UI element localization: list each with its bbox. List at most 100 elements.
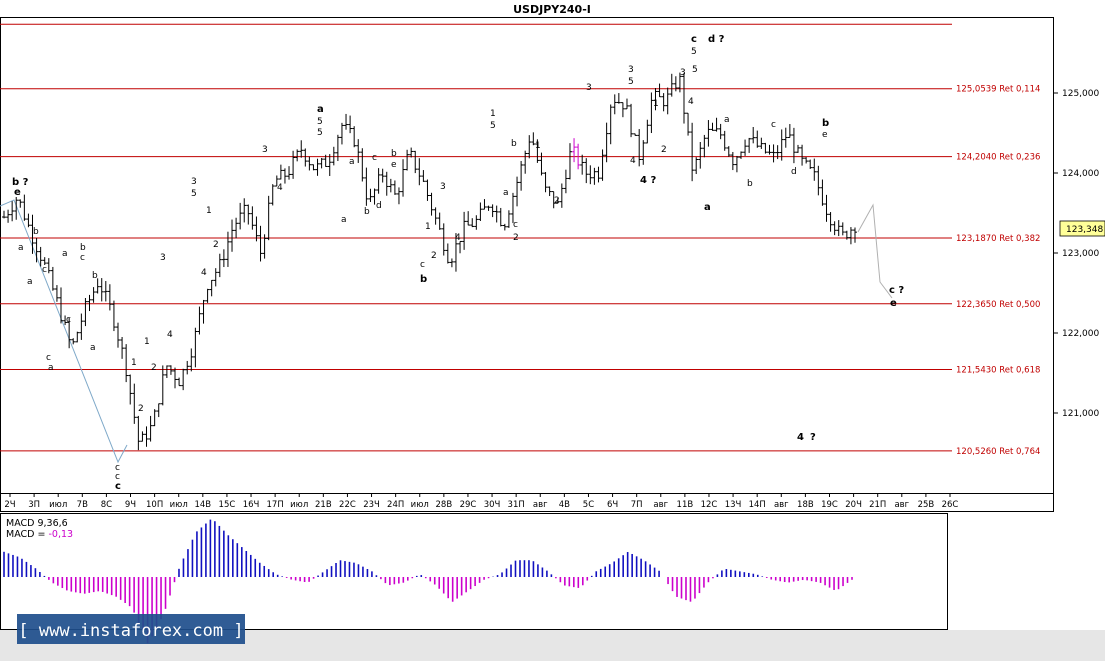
wave-label: 3 [160,253,166,263]
wave-label: 1 [490,109,496,119]
wave-label: b [391,149,397,159]
x-tick-label: июл [170,500,188,510]
wave-label: a [349,157,355,167]
wave-label: c [66,315,71,325]
x-tick-label: 16Ч [243,500,260,510]
fib-label: 123,1870 Ret 0,382 [956,234,1040,244]
wave-label: 1 [653,99,659,109]
wave-label: a [62,249,68,259]
current-price-label: 123,348 [1066,225,1103,235]
wave-label: 4 [167,330,173,340]
wave-label: c [80,253,85,263]
wave-connector-line [0,199,128,464]
wave-label: 2 [151,363,157,373]
wave-label: 5 [691,47,697,57]
wave-label: 5 [692,65,698,75]
wave-label: 4 [455,233,461,243]
wave-label: 5 [490,121,496,131]
wave-label: c ? [889,285,904,296]
wave-label: 2 [554,196,560,206]
x-tick-label: 9Ч [125,500,136,510]
fibonacci-levels: 125,0539 Ret 0,114 124,2040 Ret 0,236 123,… [0,23,1040,457]
wave-label: b [80,243,86,253]
fib-label: 122,3650 Ret 0,500 [956,300,1040,310]
wave-label: 4 [201,268,207,278]
x-tick-label: 12С [701,500,718,510]
x-tick-label: 31П [508,500,525,510]
x-axis-strip [0,493,1054,512]
time-axis: 2Ч 3П июл 7В 8С 9Ч 10П июл 14В 15С 16Ч 17П июл 21В 22С… [4,493,958,510]
x-tick-label: 5С [583,500,594,510]
wave-label: d [791,167,797,177]
x-tick-label: 2Ч [4,500,15,510]
price-bars [2,72,857,451]
y-tick-label: 124,000 [1062,169,1099,179]
wave-label: e [14,187,21,198]
wave-label: c [46,353,51,363]
x-tick-label: 15С [219,500,236,510]
wave-label: a [317,104,324,115]
x-tick-label: 23Ч [363,500,380,510]
wave-label: 5 [191,189,197,199]
x-tick-label: авг [774,500,789,510]
x-tick-label: 29С [460,500,477,510]
wave-label: a [503,188,509,198]
y-tick-label: 123,000 [1062,249,1099,259]
forecast-path [0,199,893,464]
x-tick-label: 14В [194,500,211,510]
wave-label: c [115,481,121,492]
wave-label: c [372,153,377,163]
wave-label: d ? [708,34,725,45]
x-tick-label: 21В [315,500,332,510]
wave-label: b ? [12,177,29,188]
x-tick-label: 8С [101,500,112,510]
wave-label: a [704,202,711,213]
wave-label: e [822,130,828,140]
x-tick-label: 6Ч [607,500,618,510]
wave-label: a [341,215,347,225]
wave-label: 3 [262,145,268,155]
wave-label: 1 [206,206,212,216]
wave-label: 2 [138,404,144,414]
x-tick-label: 13Ч [725,500,742,510]
forecast-line [857,203,893,299]
x-tick-label: 22С [339,500,356,510]
wave-label: b [747,179,753,189]
chart-title: USDJPY240-I [513,3,591,16]
wave-label: b [33,227,39,237]
wave-label: 5 [317,128,323,138]
wave-label: 1 [535,141,541,151]
wave-label: b [92,271,98,281]
wave-label: 2 [213,240,219,250]
wave-label: c [420,260,425,270]
x-tick-label: 18В [797,500,814,510]
wave-label: 3 [586,83,592,93]
wave-label: c [513,220,518,230]
wave-label: c [691,34,697,45]
x-tick-label: 17П [267,500,284,510]
y-tick-label: 125,000 [1062,89,1099,99]
x-tick-label: 7П [631,500,643,510]
wave-label: 3 [680,68,686,78]
wave-label: a [724,115,730,125]
x-tick-label: 14П [749,500,766,510]
wave-label: a [48,363,54,373]
wave-label: 3 [191,177,197,187]
macd-value: -0,13 [48,529,73,540]
wave-label: b [420,274,427,285]
wave-label: a [27,277,33,287]
x-tick-label: 20Ч [845,500,862,510]
x-tick-label: 30Ч [484,500,501,510]
wave-label: 5 [317,117,323,127]
x-tick-label: авг [533,500,548,510]
y-tick-label: 121,000 [1062,409,1099,419]
wave-label: 3 [440,182,446,192]
x-tick-label: 25В [918,500,935,510]
x-tick-label: авг [653,500,668,510]
wave-label: 4 [688,97,694,107]
wave-label: 4 [630,156,636,166]
macd-panel-frame [0,513,948,630]
x-tick-label: 10П [146,500,163,510]
